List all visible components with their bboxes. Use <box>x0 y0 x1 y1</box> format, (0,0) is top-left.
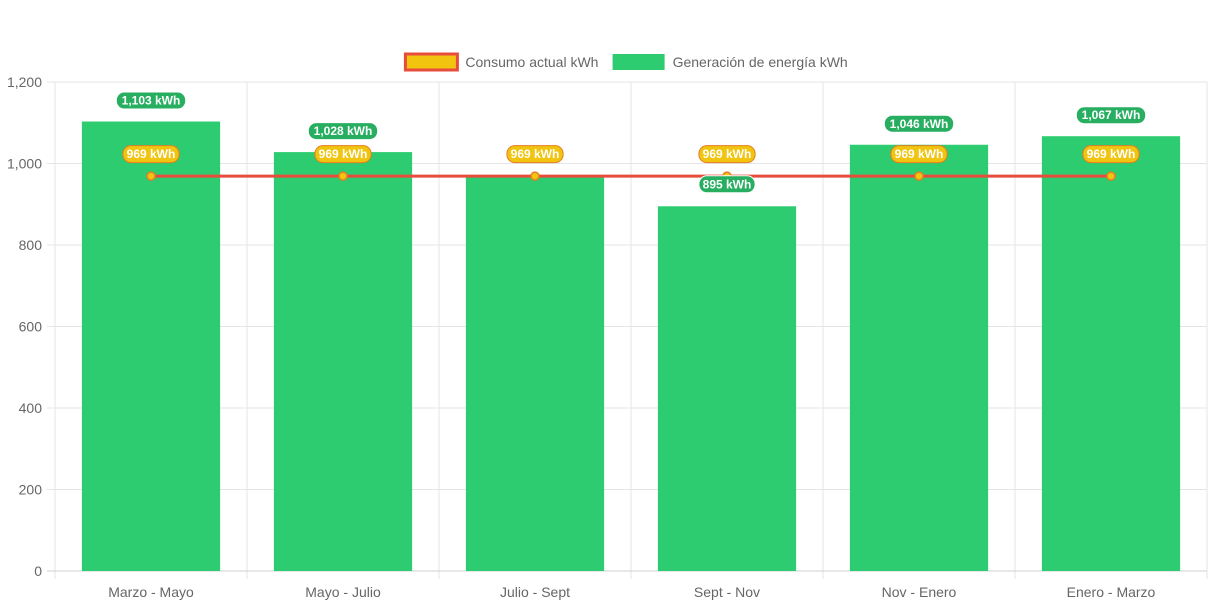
line-data-label-box <box>890 145 948 164</box>
axes: 0 200 400 600 800 1,000 1,200 Marzo - Mayo Mayo … <box>7 74 1207 600</box>
y-tick-label: 800 <box>19 237 43 253</box>
line-point <box>914 171 924 181</box>
line-data-label-box <box>122 145 180 164</box>
line-data-label: 969 kWh <box>314 145 372 164</box>
bar-data-label-box <box>307 122 379 141</box>
y-tick-label: 200 <box>19 482 43 498</box>
line-data-label-text: 969 kWh <box>319 147 368 161</box>
line-data-label: 969 kWh <box>890 145 948 164</box>
line-data-label-text: 969 kWh <box>895 147 944 161</box>
line-data-label: 969 kWh <box>1082 145 1140 164</box>
bar-data-label-text: 1,067 kWh <box>1082 108 1141 122</box>
bar <box>465 176 605 571</box>
x-tick-label: Nov - Enero <box>882 584 957 600</box>
line-point <box>1106 171 1116 181</box>
x-tick-label: Sept - Nov <box>694 584 760 600</box>
bar-data-label: 895 kWh <box>698 175 756 194</box>
x-tick-label: Enero - Marzo <box>1067 584 1156 600</box>
legend-swatch <box>612 54 665 70</box>
bar <box>273 152 413 571</box>
line-data-label: 969 kWh <box>506 145 564 164</box>
bars <box>81 121 1181 571</box>
y-tick-label: 0 <box>34 563 42 579</box>
line-data-label-text: 969 kWh <box>511 147 560 161</box>
line-data-label-box <box>1082 145 1140 164</box>
bar-data-label-text: 1,103 kWh <box>122 94 181 108</box>
x-tick-label: Marzo - Mayo <box>108 584 194 600</box>
data-labels: 1,103 kWh 1,028 kWh 895 kWh 1,046 kWh 1,067 … <box>115 91 1147 194</box>
line-data-label-box <box>506 145 564 164</box>
bar <box>81 121 221 571</box>
x-tick-label: Julio - Sept <box>500 584 570 600</box>
line-point <box>146 171 156 181</box>
bar-data-label-box <box>1075 106 1147 125</box>
line-data-label: 969 kWh <box>122 145 180 164</box>
bar-data-label-box <box>698 175 756 194</box>
bar-data-label-box <box>883 114 955 133</box>
bar-data-label: 1,067 kWh <box>1075 106 1147 125</box>
bar <box>849 144 989 571</box>
legend-swatch <box>403 52 459 72</box>
bar-data-label-box <box>115 91 187 110</box>
y-tick-label: 600 <box>19 319 43 335</box>
y-tick-label: 1,200 <box>7 74 42 90</box>
legend-label: Consumo actual kWh <box>465 54 598 70</box>
y-tick-label: 1,000 <box>7 156 42 172</box>
line-data-label-box <box>698 145 756 164</box>
legend: Consumo actual kWh Generación de energía … <box>403 52 848 72</box>
bar <box>1041 136 1181 571</box>
bar-data-label: 1,028 kWh <box>307 122 379 141</box>
bar-data-label-text: 895 kWh <box>703 177 752 191</box>
bar <box>657 206 797 571</box>
bar-data-label: 1,046 kWh <box>883 114 955 133</box>
bar-data-label: 1,103 kWh <box>115 91 187 110</box>
line-data-label-text: 969 kWh <box>1087 147 1136 161</box>
line-data-label-box <box>314 145 372 164</box>
legend-item: Generación de energía kWh <box>612 54 848 70</box>
bar-data-label-text: 1,046 kWh <box>890 117 949 131</box>
y-tick-label: 400 <box>19 400 43 416</box>
grid <box>47 81 1208 579</box>
bar-data-label-text: 1,028 kWh <box>314 124 373 138</box>
legend-item: Consumo actual kWh <box>403 52 598 72</box>
line-data-label: 969 kWh <box>698 145 756 164</box>
line-point <box>338 171 348 181</box>
line-data-label-text: 969 kWh <box>127 147 176 161</box>
line-point <box>530 171 540 181</box>
legend-label: Generación de energía kWh <box>673 54 848 70</box>
x-tick-label: Mayo - Julio <box>305 584 381 600</box>
line-data-label-text: 969 kWh <box>703 147 752 161</box>
